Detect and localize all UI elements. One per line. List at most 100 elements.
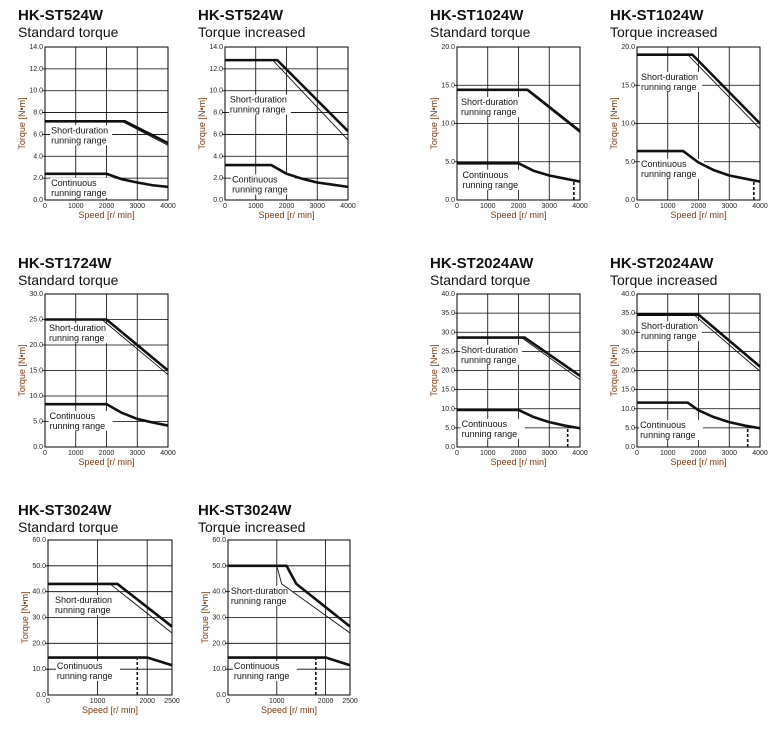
y-tick-label: 14.0 xyxy=(209,44,223,51)
y-axis-label: Torque [N•m] xyxy=(17,344,27,396)
x-tick-label: 3000 xyxy=(541,203,557,210)
y-tick-label: 10.0 xyxy=(621,406,635,413)
x-axis-label: Speed [r/ min] xyxy=(78,210,134,220)
short-duration-label: Short-duration xyxy=(231,586,288,596)
torque-curve xyxy=(637,149,761,183)
chart-title: HK-ST2024AW xyxy=(610,255,714,272)
short-duration-label: Short-duration xyxy=(461,345,518,355)
x-tick-label: 4000 xyxy=(572,203,588,210)
continuous-label: Continuous xyxy=(463,170,509,180)
short-duration-label: running range xyxy=(461,107,517,117)
y-tick-label: 0.0 xyxy=(625,197,635,204)
x-tick-label: 4000 xyxy=(160,450,176,457)
short-duration-label: Short-duration xyxy=(51,125,108,135)
y-tick-label: 5.0 xyxy=(625,425,635,432)
y-tick-label: 15.0 xyxy=(621,82,635,89)
x-axis-label: Speed [r/ min] xyxy=(670,457,726,467)
short-duration-label: Short-duration xyxy=(230,95,287,105)
y-tick-label: 30.0 xyxy=(441,329,455,336)
continuous-label: running range xyxy=(57,671,113,681)
continuous-label: Continuous xyxy=(57,661,103,671)
y-tick-label: 14.0 xyxy=(29,44,43,51)
y-tick-label: 35.0 xyxy=(621,310,635,317)
y-tick-label: 20.0 xyxy=(621,44,635,51)
annotation-background xyxy=(231,184,296,195)
chart-subtitle: Standard torque xyxy=(18,24,119,40)
y-axis-label: Torque [N•m] xyxy=(197,97,207,149)
y-tick-label: 60.0 xyxy=(32,537,46,544)
continuous-label: Continuous xyxy=(641,159,687,169)
annotation-background xyxy=(229,585,292,596)
x-tick-label: 1000 xyxy=(660,450,676,457)
x-tick-label: 2500 xyxy=(164,698,180,705)
annotation-background xyxy=(50,187,115,198)
y-tick-label: 4.0 xyxy=(33,153,43,160)
torque-curve xyxy=(457,161,581,183)
x-tick-label: 1000 xyxy=(480,450,496,457)
x-tick-label: 2000 xyxy=(139,698,155,705)
x-axis-label: Speed [r/ min] xyxy=(78,457,134,467)
x-tick-label: 0 xyxy=(43,450,47,457)
y-tick-label: 15.0 xyxy=(441,82,455,89)
y-tick-label: 35.0 xyxy=(441,310,455,317)
short-duration-label: running range xyxy=(230,105,286,115)
annotation-background xyxy=(639,81,702,92)
x-tick-label: 2000 xyxy=(691,450,707,457)
y-axis-label: Torque [N•m] xyxy=(609,344,619,396)
y-tick-label: 5.0 xyxy=(445,425,455,432)
thin-torque-curve xyxy=(48,583,173,634)
y-tick-label: 10.0 xyxy=(441,121,455,128)
annotation-background xyxy=(48,420,113,431)
chart-subtitle: Standard torque xyxy=(430,24,531,40)
x-tick-label: 1000 xyxy=(90,698,106,705)
y-tick-label: 10.0 xyxy=(29,393,43,400)
annotation-background xyxy=(460,429,525,440)
x-tick-label: 2000 xyxy=(279,203,295,210)
annotation-background xyxy=(47,323,110,334)
annotation-background xyxy=(639,419,704,430)
thin-torque-curve xyxy=(637,54,761,130)
y-tick-label: 0.0 xyxy=(625,444,635,451)
y-tick-label: 5.0 xyxy=(33,419,43,426)
x-tick-label: 2000 xyxy=(318,698,334,705)
annotation-background xyxy=(55,670,120,681)
x-axis-label: Speed [r/ min] xyxy=(490,457,546,467)
short-duration-label: Short-duration xyxy=(49,323,106,333)
short-duration-label: running range xyxy=(49,333,105,343)
y-tick-label: 20.0 xyxy=(212,640,226,647)
continuous-label: running range xyxy=(640,430,696,440)
y-tick-label: 0.0 xyxy=(36,692,46,699)
short-duration-label: Short-duration xyxy=(641,321,698,331)
annotation-background xyxy=(50,125,113,136)
y-tick-label: 30.0 xyxy=(212,615,226,622)
chart-title: HK-ST1024W xyxy=(610,7,704,24)
x-tick-label: 1000 xyxy=(660,203,676,210)
annotation-background xyxy=(639,169,704,180)
x-tick-label: 0 xyxy=(223,203,227,210)
x-tick-label: 3000 xyxy=(721,203,737,210)
x-tick-label: 1000 xyxy=(480,203,496,210)
chart-subtitle: Torque increased xyxy=(198,519,305,535)
y-tick-label: 20.0 xyxy=(621,368,635,375)
short-duration-label: Short-duration xyxy=(461,97,518,107)
continuous-label: running range xyxy=(51,188,107,198)
short-duration-label: running range xyxy=(641,331,697,341)
plot-frame xyxy=(456,46,581,201)
chart-subtitle: Standard torque xyxy=(18,272,119,288)
annotation-background xyxy=(50,135,113,146)
x-tick-label: 2000 xyxy=(511,450,527,457)
annotation-background xyxy=(53,605,116,616)
y-tick-label: 25.0 xyxy=(29,317,43,324)
y-axis-label: Torque [N•m] xyxy=(17,97,27,149)
x-tick-label: 3000 xyxy=(721,450,737,457)
y-tick-label: 40.0 xyxy=(32,589,46,596)
annotation-background xyxy=(48,410,113,421)
x-tick-label: 0 xyxy=(46,698,50,705)
y-tick-label: 0.0 xyxy=(33,197,43,204)
y-tick-label: 6.0 xyxy=(33,131,43,138)
y-tick-label: 30.0 xyxy=(29,291,43,298)
y-tick-label: 25.0 xyxy=(441,348,455,355)
